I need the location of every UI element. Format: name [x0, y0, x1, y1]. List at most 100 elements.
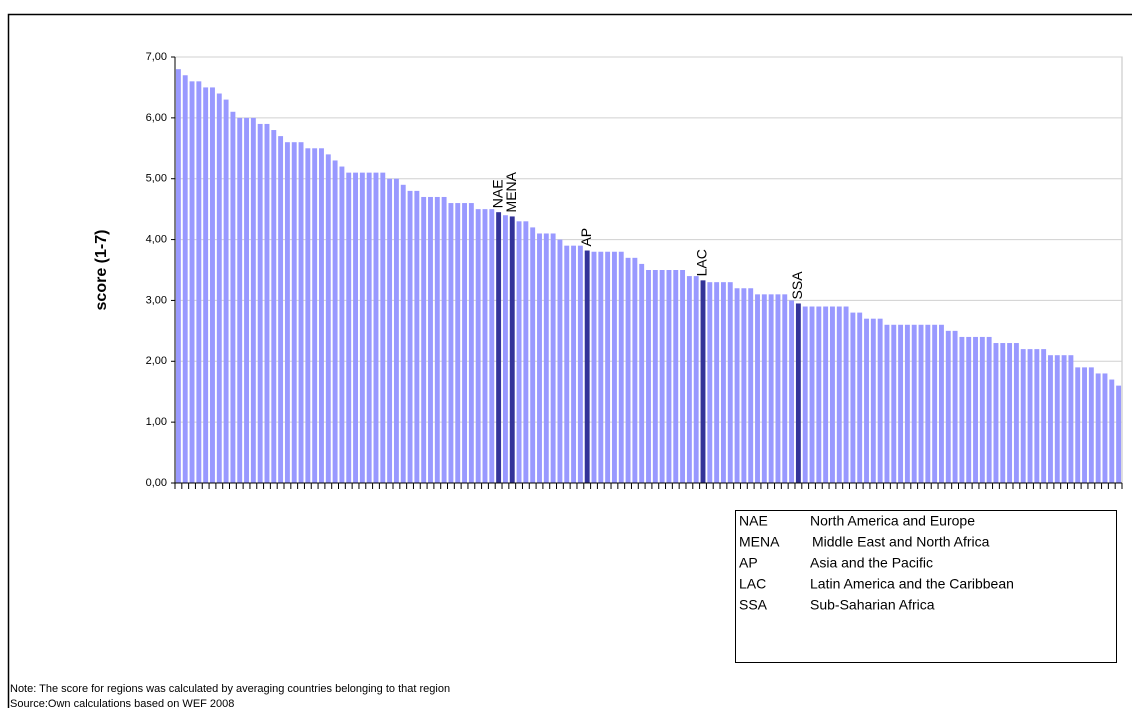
bar	[864, 318, 869, 483]
bar	[475, 209, 481, 483]
bar	[755, 294, 760, 483]
bar	[877, 318, 883, 483]
bar	[359, 172, 365, 483]
y-tick-label: 2,00	[146, 355, 167, 367]
bar	[237, 117, 243, 483]
bar	[829, 306, 835, 483]
bar	[1075, 367, 1081, 483]
legend-description: Middle East and North Africa	[812, 534, 990, 550]
bar	[618, 251, 624, 483]
bar	[414, 190, 420, 483]
bar	[468, 203, 474, 484]
bar	[182, 75, 188, 483]
bar	[537, 233, 542, 483]
bar	[1013, 343, 1019, 483]
note: Note: The score for regions was calculat…	[10, 683, 450, 695]
bar	[816, 306, 822, 483]
region-label: LAC	[694, 249, 710, 276]
bar	[441, 196, 447, 483]
bar	[809, 306, 815, 483]
bar	[366, 172, 372, 483]
bar	[789, 300, 795, 483]
bar	[278, 136, 284, 483]
bar	[1000, 343, 1006, 483]
bar	[734, 288, 740, 483]
bar	[462, 203, 468, 484]
bar	[1048, 355, 1053, 483]
legend-description: North America and Europe	[810, 513, 975, 529]
bar	[223, 99, 229, 483]
bar	[1116, 385, 1122, 483]
bar	[312, 148, 318, 484]
bar	[605, 251, 611, 483]
legend-description: Asia and the Pacific	[810, 555, 933, 571]
bar	[325, 154, 331, 483]
y-tick-label: 0,00	[146, 477, 167, 489]
bar	[189, 81, 195, 483]
bar	[264, 123, 270, 483]
bar	[639, 263, 645, 483]
bar	[407, 190, 413, 483]
y-tick-label: 4,00	[146, 233, 167, 245]
bar	[516, 221, 522, 484]
bar	[693, 276, 699, 483]
bar	[502, 215, 508, 483]
bar	[782, 294, 788, 483]
legend-code: AP	[739, 555, 758, 571]
bar	[196, 81, 202, 483]
bar	[925, 324, 931, 483]
bar	[652, 270, 658, 483]
bar	[911, 324, 917, 483]
bar	[659, 270, 665, 483]
region-label: NAE	[489, 179, 505, 208]
bar	[700, 280, 706, 483]
bar	[966, 336, 972, 483]
legend-description: Latin America and the Caribbean	[810, 576, 1014, 592]
bar	[843, 306, 849, 483]
bar	[768, 294, 774, 483]
bar	[496, 212, 502, 483]
bar	[1102, 373, 1108, 483]
bar	[898, 324, 904, 483]
bar	[939, 324, 944, 483]
bar	[904, 324, 910, 483]
bar	[1061, 355, 1067, 483]
bar	[346, 172, 352, 483]
bar	[673, 270, 679, 483]
legend-code: MENA	[739, 534, 780, 550]
bar	[203, 87, 209, 483]
bar	[611, 251, 617, 483]
region-label: SSA	[789, 271, 805, 300]
bar	[795, 303, 801, 483]
bar	[373, 172, 379, 483]
bar	[489, 209, 495, 483]
y-axis-label: score (1-7)	[93, 230, 110, 311]
bar	[550, 233, 556, 483]
y-tick-label: 5,00	[146, 173, 167, 185]
bar	[523, 221, 529, 484]
bar	[244, 117, 249, 483]
bar	[720, 282, 726, 483]
bar	[400, 184, 406, 484]
bar	[1095, 373, 1101, 483]
bar	[591, 251, 597, 483]
bar	[598, 251, 604, 483]
bar	[1027, 349, 1033, 483]
legend-box	[735, 510, 1117, 663]
bar	[959, 336, 965, 483]
bar	[577, 245, 583, 483]
bar	[393, 178, 399, 483]
bar	[1082, 367, 1087, 483]
bar	[387, 178, 393, 483]
bar	[353, 172, 358, 483]
bar	[571, 245, 577, 483]
bar	[748, 288, 754, 483]
bar	[332, 160, 338, 483]
bar	[380, 172, 386, 483]
bar	[428, 196, 433, 483]
bar	[802, 306, 808, 483]
bar	[482, 209, 488, 483]
bar	[339, 166, 345, 484]
bar	[557, 239, 563, 483]
